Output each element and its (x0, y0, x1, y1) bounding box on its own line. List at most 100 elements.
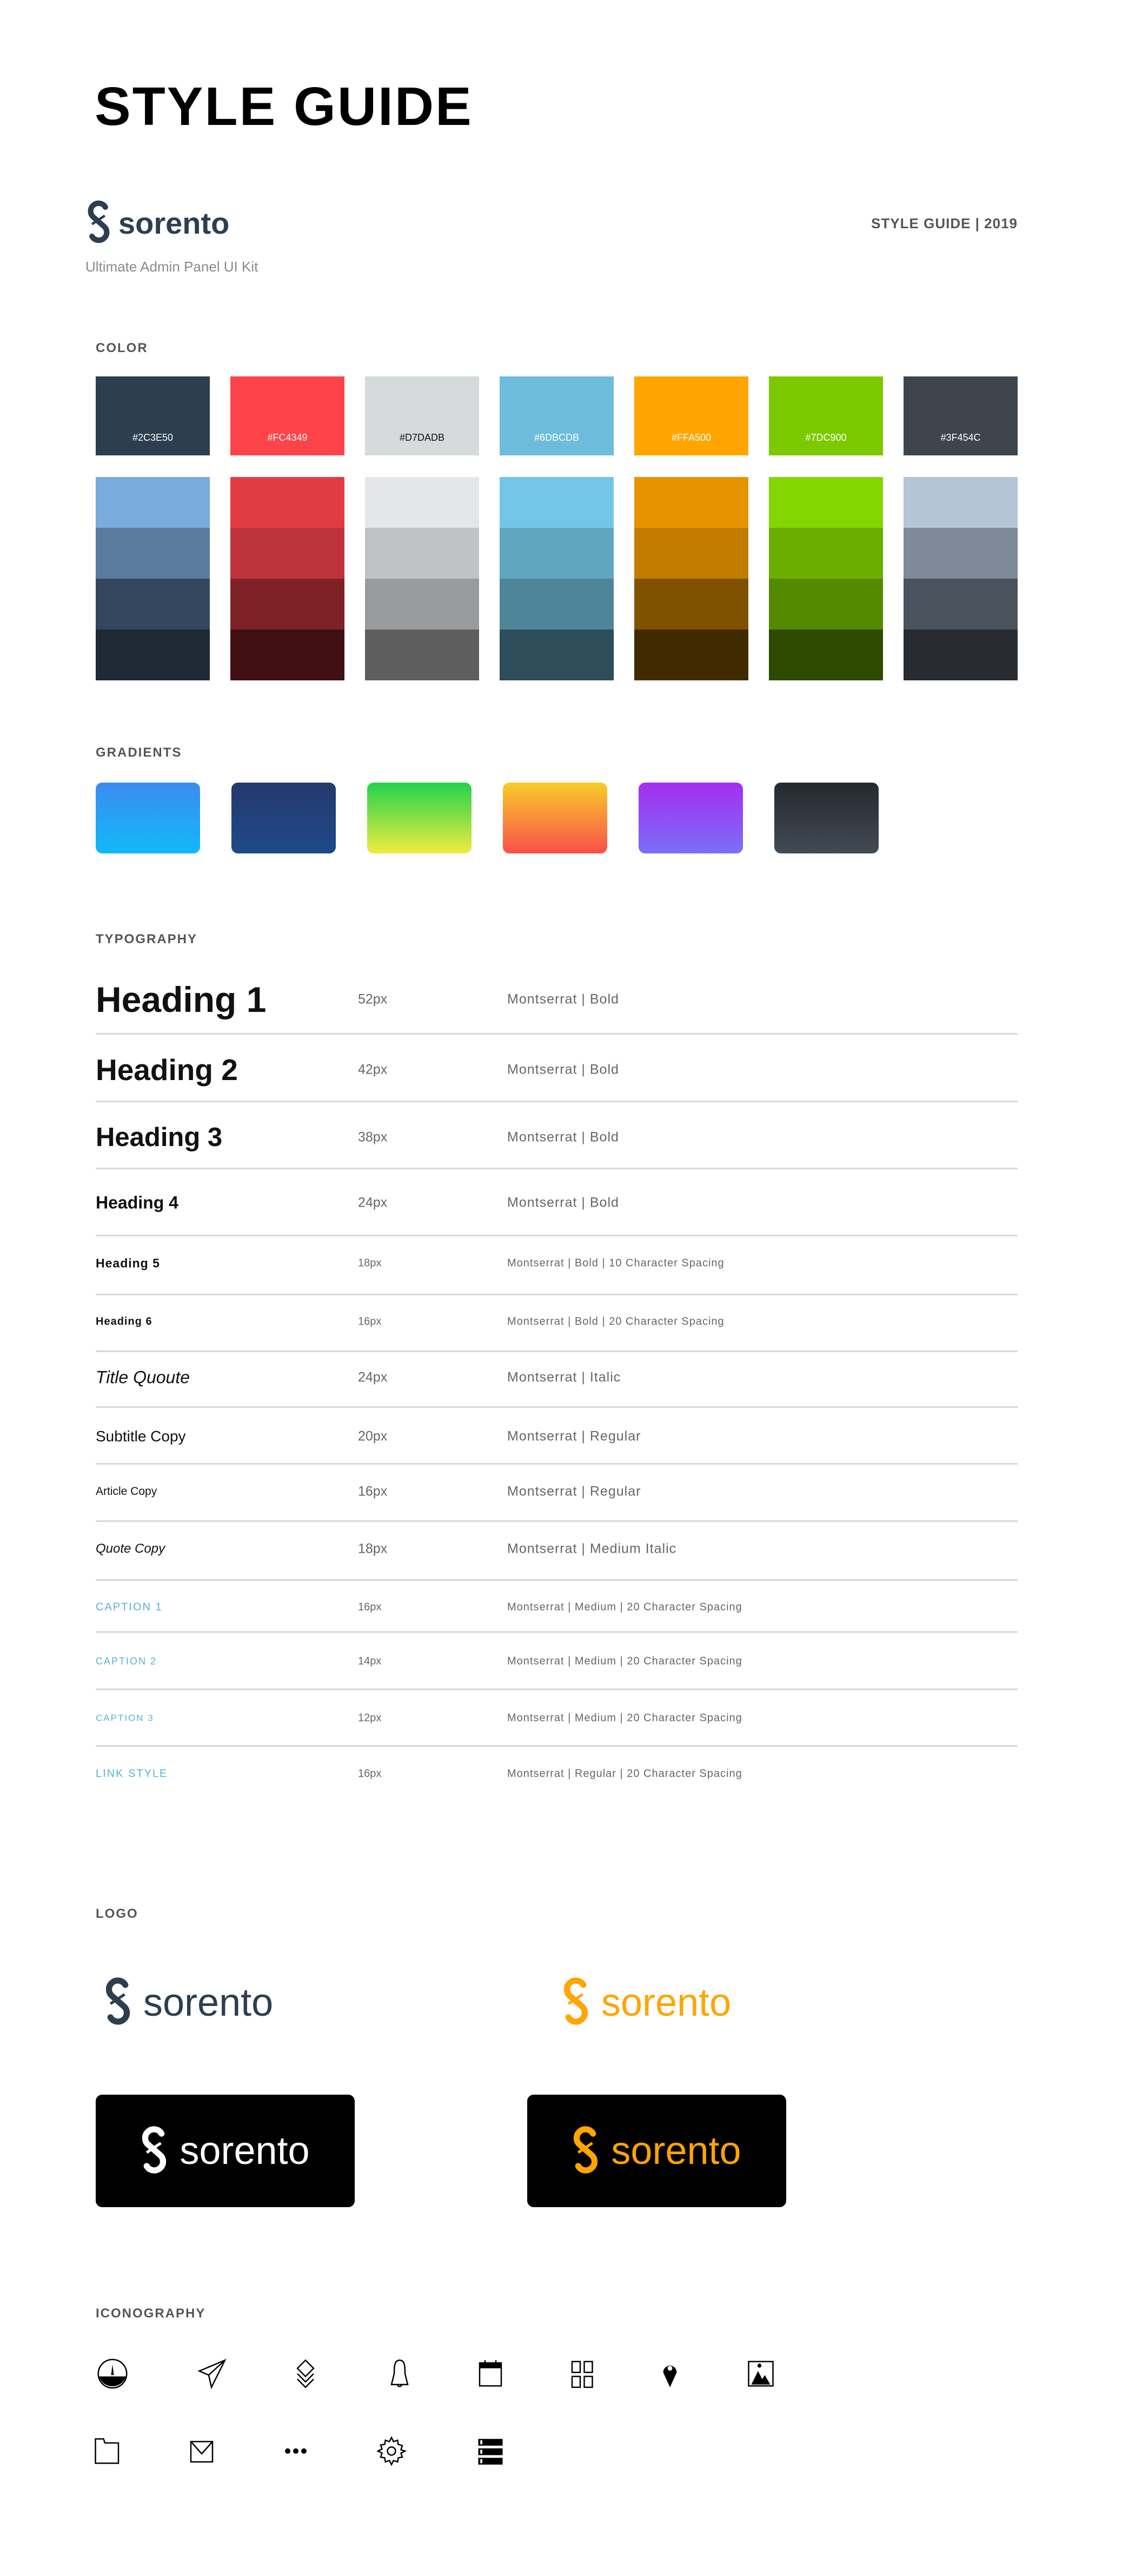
typography-row: Heading 3 38px Montserrat | Bold (96, 1102, 1018, 1169)
gradients-section-label: GRADIENTS (96, 745, 182, 760)
logo-mark-icon (104, 1974, 131, 2031)
logo-mark-icon (87, 197, 111, 249)
typography-row: LINK STYLE 16px Montserrat | Regular | 2… (96, 1747, 1018, 1796)
type-sample: Article Copy (96, 1485, 157, 1498)
bell-icon (390, 2359, 409, 2387)
mail-icon (190, 2441, 214, 2463)
shade-swatch (96, 528, 210, 579)
color-swatch: #3F454C (904, 376, 1018, 455)
typography-row: CAPTION 2 14px Montserrat | Medium | 20 … (96, 1633, 1018, 1690)
tagline: Ultimate Admin Panel UI Kit (85, 259, 258, 275)
type-size: 16px (358, 1484, 388, 1499)
gradient-swatch (367, 783, 472, 853)
color-swatch: #D7DADB (365, 376, 479, 455)
shade-column (634, 477, 748, 680)
map-pin-icon (663, 2366, 677, 2387)
logo-light-variant: sorento (104, 1974, 273, 2031)
type-size: 38px (358, 1129, 388, 1145)
type-description: Montserrat | Regular (507, 1428, 641, 1444)
shade-swatch (365, 630, 479, 680)
type-size: 16px (358, 1767, 382, 1780)
typography-row: Title Quoute 24px Montserrat | Italic (96, 1352, 1018, 1408)
typography-row: Heading 4 24px Montserrat | Bold (96, 1169, 1018, 1236)
typography-row: Article Copy 16px Montserrat | Regular (96, 1465, 1018, 1522)
shade-swatch (230, 477, 344, 528)
color-hex-label: #6DBCDB (534, 432, 580, 443)
shade-column (96, 477, 210, 680)
send-icon (197, 2359, 227, 2389)
logo: sorento (562, 1974, 731, 2031)
type-size: 18px (358, 1541, 388, 1557)
folder-icon (95, 2438, 119, 2464)
shade-swatch (769, 579, 883, 630)
logo-wordmark: sorento (180, 2129, 310, 2173)
dashboard-icon (97, 2359, 128, 2389)
typography-row: Heading 2 42px Montserrat | Bold (96, 1035, 1018, 1102)
typography-row: Subtitle Copy 20px Montserrat | Regular (96, 1408, 1018, 1465)
type-description: Montserrat | Bold (507, 991, 619, 1007)
logo: sorento (141, 2123, 310, 2180)
shade-swatches (96, 477, 1018, 680)
shade-swatch (365, 528, 479, 579)
shade-swatch (904, 630, 1018, 680)
typography-row: CAPTION 1 16px Montserrat | Medium | 20 … (96, 1581, 1018, 1633)
type-size: 18px (358, 1257, 382, 1269)
type-sample: Quote Copy (96, 1541, 165, 1556)
color-swatch: #7DC900 (769, 376, 883, 455)
type-sample: CAPTION 2 (96, 1655, 157, 1667)
color-swatch: #2C3E50 (96, 376, 210, 455)
shade-swatch (230, 579, 344, 630)
type-description: Montserrat | Regular | 20 Character Spac… (507, 1767, 742, 1780)
type-size: 12px (358, 1712, 382, 1724)
type-description: Montserrat | Italic (507, 1369, 621, 1385)
color-hex-label: #D7DADB (399, 432, 445, 443)
type-description: Montserrat | Medium | 20 Character Spaci… (507, 1655, 742, 1667)
type-description: Montserrat | Bold | 10 Character Spacing (507, 1257, 725, 1269)
shade-swatch (500, 630, 614, 680)
color-hex-label: #7DC900 (805, 432, 847, 443)
color-hex-label: #3F454C (940, 432, 981, 443)
page-title: STYLE GUIDE (95, 76, 473, 137)
logo-section-label: LOGO (96, 1906, 138, 1921)
type-sample: Heading 5 (96, 1256, 160, 1270)
type-sample[interactable]: LINK STYLE (96, 1767, 168, 1780)
type-description: Montserrat | Bold (507, 1129, 619, 1145)
type-sample: Title Quoute (96, 1367, 190, 1387)
type-sample: CAPTION 3 (96, 1713, 154, 1723)
shade-swatch (634, 630, 748, 680)
server-icon (478, 2439, 503, 2465)
typography-section-label: TYPOGRAPHY (96, 932, 198, 946)
color-swatch: #FC4349 (230, 376, 344, 455)
shade-swatch (230, 630, 344, 680)
shade-swatch (365, 477, 479, 528)
shade-column (365, 477, 479, 680)
type-description: Montserrat | Medium | 20 Character Spaci… (507, 1601, 742, 1613)
logo-wordmark: sorento (143, 1981, 274, 2024)
type-sample: Heading 1 (96, 979, 267, 1019)
gradient-swatch (639, 783, 743, 853)
type-size: 52px (358, 991, 388, 1007)
shade-swatch (904, 477, 1018, 528)
color-hex-label: #FC4349 (267, 432, 308, 443)
shade-swatch (500, 477, 614, 528)
shade-swatch (904, 528, 1018, 579)
logo: sorento (572, 2123, 741, 2180)
type-description: Montserrat | Bold (507, 1195, 619, 1210)
type-sample: CAPTION 1 (96, 1601, 163, 1613)
shade-column (500, 477, 614, 680)
shade-swatch (769, 630, 883, 680)
iconography-section-label: ICONOGRAPHY (96, 2306, 206, 2321)
type-description: Montserrat | Bold | 20 Character Spacing (507, 1315, 725, 1328)
type-size: 42px (358, 1062, 388, 1077)
image-icon (748, 2361, 774, 2387)
color-swatch: #FFA500 (634, 376, 748, 455)
primary-swatches: #2C3E50 #FC4349 #D7DADB #6DBCDB #FFA500 #7DC9… (96, 376, 1018, 455)
type-size: 24px (358, 1369, 388, 1385)
shade-column (769, 477, 883, 680)
shade-swatch (96, 579, 210, 630)
shade-column (230, 477, 344, 680)
gear-icon (376, 2436, 407, 2466)
logo-mark-icon (562, 1974, 589, 2031)
gradient-swatch (774, 783, 879, 853)
shade-swatch (365, 579, 479, 630)
